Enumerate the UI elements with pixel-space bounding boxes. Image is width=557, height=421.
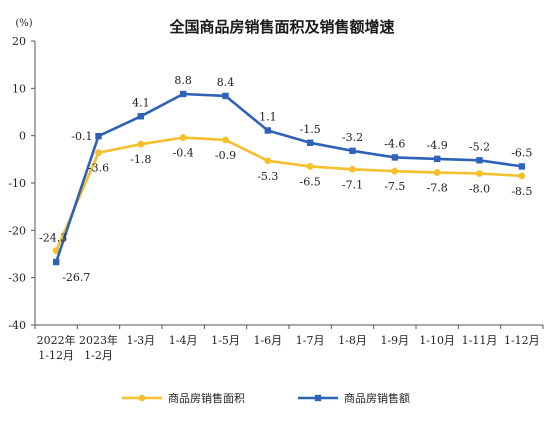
data-point	[476, 157, 483, 164]
data-label: -26.7	[62, 271, 90, 284]
x-tick-label: 1-5月	[211, 334, 240, 347]
data-point	[433, 169, 441, 176]
x-tick-label-line: 1-11月	[462, 334, 498, 347]
data-point	[349, 165, 356, 173]
data-label: -4.6	[384, 137, 405, 150]
data-label: -7.5	[384, 180, 405, 193]
x-tick-label-line: 1-6月	[253, 334, 282, 347]
x-tick-label: 1-6月	[253, 334, 282, 347]
legend-item: 商品房销售面积	[122, 391, 245, 405]
x-tick-label: 1-3月	[126, 334, 155, 347]
data-point	[222, 136, 229, 144]
x-tick-label: 2023年 1-2月	[79, 333, 118, 362]
y-tick-label: -30	[8, 272, 26, 285]
x-tick-label-line: 1-2月	[84, 349, 113, 362]
y-axis-unit: (%)	[15, 18, 32, 29]
data-label: 8.4	[217, 76, 235, 89]
chart-title: 全国商品房销售面积及销售额增速	[168, 18, 394, 36]
legend-marker	[138, 394, 146, 402]
data-point	[52, 247, 60, 255]
y-tick-label: -40	[8, 319, 26, 332]
legend-marker	[314, 394, 322, 402]
data-point	[518, 163, 526, 170]
x-tick-label: 1-11月	[462, 334, 498, 347]
y-tick-label: -20	[8, 224, 26, 237]
legend-item: 商品房销售额	[298, 391, 410, 405]
x-tick-label: 1-8月	[338, 334, 367, 347]
data-label: 4.1	[132, 96, 150, 109]
y-tick-label: 10	[12, 82, 26, 95]
x-tick-label: 1-10月	[419, 334, 455, 347]
data-point	[137, 140, 145, 148]
data-point	[433, 155, 441, 163]
x-tick-label-line: 1-10月	[419, 334, 455, 347]
data-point	[52, 258, 60, 266]
y-tick-label: 0	[19, 130, 26, 143]
y-tick-label: 20	[12, 35, 26, 48]
data-point	[95, 149, 102, 157]
x-tick-label-line: 1-5月	[211, 334, 240, 347]
x-tick-label: 1-4月	[169, 334, 198, 347]
data-label: -0.1	[71, 130, 92, 143]
data-label: -6.5	[511, 146, 532, 159]
x-tick-label-line: 1-12月	[38, 349, 74, 362]
data-label: -5.3	[257, 170, 278, 183]
data-label: 1.1	[259, 110, 277, 123]
x-tick-label-line: 1-4月	[169, 334, 198, 347]
data-label: -4.9	[427, 139, 448, 152]
legend-label: 商品房销售面积	[168, 391, 245, 405]
data-label: -6.5	[300, 175, 321, 188]
data-point	[306, 139, 314, 146]
data-point	[391, 154, 399, 161]
data-point	[222, 92, 229, 100]
data-label: -1.5	[300, 123, 321, 136]
data-point	[137, 113, 145, 120]
x-tick-label-line: 1-3月	[126, 334, 155, 347]
data-label: -3.6	[88, 162, 109, 175]
data-point	[391, 167, 399, 175]
x-tick-label-line: 1-8月	[338, 334, 367, 347]
data-point	[476, 170, 483, 177]
x-tick-label: 1-12月	[504, 334, 540, 347]
x-tick-label: 1-9月	[380, 334, 409, 347]
data-label: -8.0	[469, 183, 490, 196]
x-tick-label-line: 1-12月	[504, 334, 540, 347]
data-label: -5.2	[469, 140, 490, 153]
data-label: -0.9	[215, 149, 236, 162]
data-label: -7.8	[427, 182, 448, 195]
series-line	[54, 92, 522, 263]
data-point	[179, 90, 187, 98]
data-point	[264, 157, 272, 165]
legend: 商品房销售面积 商品房销售额	[122, 391, 410, 405]
legend-label: 商品房销售额	[344, 391, 410, 405]
data-point	[306, 163, 314, 170]
data-label: -24.3	[39, 232, 67, 245]
data-label: -3.2	[342, 131, 363, 144]
data-label: -7.1	[342, 178, 363, 191]
data-point	[349, 147, 356, 155]
x-tick-label-line: 2022年	[37, 333, 76, 347]
x-tick-label-line: 2023年	[79, 333, 118, 347]
data-label: -1.8	[130, 153, 151, 166]
axes: 20 10 0 -10 -20 -30 -40 2022年 1-12月 2023年 1-2月 1-3月…	[8, 35, 544, 362]
data-label: -0.4	[173, 147, 194, 160]
x-tick-label: 2022年 1-12月	[37, 333, 76, 362]
data-point	[264, 127, 272, 134]
series-layer	[52, 90, 526, 266]
y-tick-label: -10	[8, 177, 26, 190]
data-point	[518, 172, 526, 180]
data-labels: -26.7 -0.1 4.1 8.8 8.4 1.1 -1.5 -3.2 -4.6 -4.9 -5.…	[39, 74, 532, 284]
x-tick-label-line: 1-9月	[380, 334, 409, 347]
data-label: 8.8	[174, 74, 192, 87]
data-point	[179, 134, 187, 141]
data-point	[95, 132, 102, 140]
series-line	[55, 136, 522, 252]
x-tick-label-line: 1-7月	[296, 334, 325, 347]
data-label: -8.5	[511, 185, 532, 198]
x-tick-label: 1-7月	[296, 334, 325, 347]
